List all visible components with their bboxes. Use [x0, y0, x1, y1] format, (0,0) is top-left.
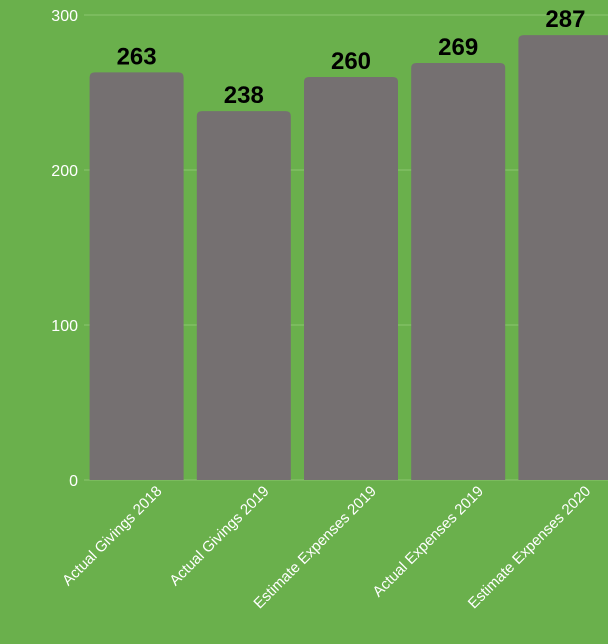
- data-label: 260: [331, 48, 371, 75]
- y-tick-label: 300: [51, 8, 78, 25]
- x-axis-labels: Actual Givings 2018 Actual Givings 2019Es…: [59, 483, 594, 612]
- bars: [89, 35, 608, 481]
- bar-3: [304, 77, 398, 480]
- bar-5: [518, 35, 608, 480]
- bar-4: [411, 63, 506, 481]
- y-axis-ticks: 0 100 200 300: [51, 8, 78, 490]
- y-tick-label: 0: [69, 473, 78, 490]
- bar-2: [196, 111, 291, 480]
- y-tick-label: 200: [51, 163, 78, 180]
- x-category-label: Actual Expenses 2019: [369, 483, 487, 601]
- data-label: 238: [224, 82, 264, 109]
- x-category-label: Estimate Expenses 2019: [250, 483, 379, 612]
- data-label: 263: [117, 43, 157, 70]
- x-category-label: Actual Givings 2018: [59, 483, 165, 589]
- data-label: 269: [438, 34, 478, 61]
- y-tick-label: 100: [51, 318, 78, 335]
- data-labels: 263 238 260 269 287: [117, 6, 586, 109]
- bar-1: [89, 72, 184, 480]
- x-category-label: Actual Givings 2019: [166, 483, 272, 589]
- data-label: 287: [545, 6, 585, 33]
- x-category-label: Estimate Expenses 2020: [465, 483, 594, 612]
